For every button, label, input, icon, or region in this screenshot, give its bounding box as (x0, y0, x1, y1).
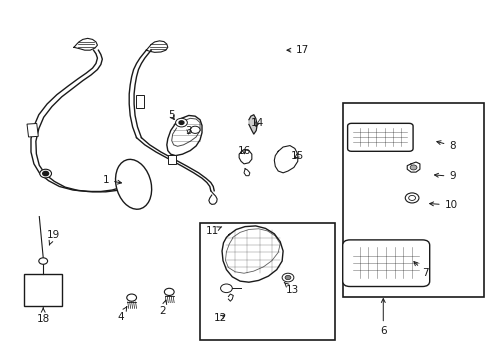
Text: 14: 14 (250, 118, 264, 128)
Bar (136, 95, 144, 108)
Text: 3: 3 (186, 126, 192, 135)
Circle shape (190, 126, 200, 134)
Circle shape (405, 193, 419, 203)
Polygon shape (274, 145, 298, 173)
Circle shape (282, 273, 294, 282)
Text: 16: 16 (237, 145, 251, 156)
Text: 15: 15 (291, 150, 304, 161)
Circle shape (40, 169, 51, 178)
Bar (168, 155, 175, 163)
Circle shape (127, 294, 137, 301)
Circle shape (179, 121, 184, 125)
Text: 19: 19 (47, 230, 60, 245)
Text: 1: 1 (102, 175, 122, 185)
Text: 9: 9 (435, 171, 456, 181)
Circle shape (285, 275, 291, 280)
Text: 7: 7 (414, 262, 429, 278)
Text: 6: 6 (380, 299, 387, 336)
Circle shape (43, 171, 49, 176)
Ellipse shape (116, 159, 151, 209)
Text: 10: 10 (430, 200, 458, 210)
Text: 12: 12 (214, 313, 227, 323)
Polygon shape (74, 39, 98, 50)
Polygon shape (167, 116, 202, 156)
Text: 2: 2 (160, 300, 167, 316)
Text: 4: 4 (117, 307, 127, 322)
Text: 11: 11 (206, 226, 221, 236)
Text: 13: 13 (284, 282, 299, 295)
Polygon shape (147, 41, 168, 52)
Text: 17: 17 (287, 45, 309, 55)
Circle shape (164, 288, 174, 296)
Circle shape (39, 258, 48, 264)
Circle shape (220, 284, 232, 293)
Bar (27, 123, 38, 137)
Bar (24, 274, 62, 306)
Circle shape (410, 165, 417, 170)
Text: 18: 18 (37, 308, 50, 324)
Text: 8: 8 (437, 141, 456, 151)
FancyBboxPatch shape (347, 123, 413, 151)
Bar (200, 223, 335, 339)
Polygon shape (249, 115, 257, 134)
Circle shape (409, 195, 416, 201)
Polygon shape (407, 162, 420, 172)
Bar (343, 103, 485, 297)
Polygon shape (222, 226, 283, 282)
Text: 5: 5 (168, 111, 174, 121)
Circle shape (175, 118, 187, 127)
FancyBboxPatch shape (343, 240, 430, 287)
